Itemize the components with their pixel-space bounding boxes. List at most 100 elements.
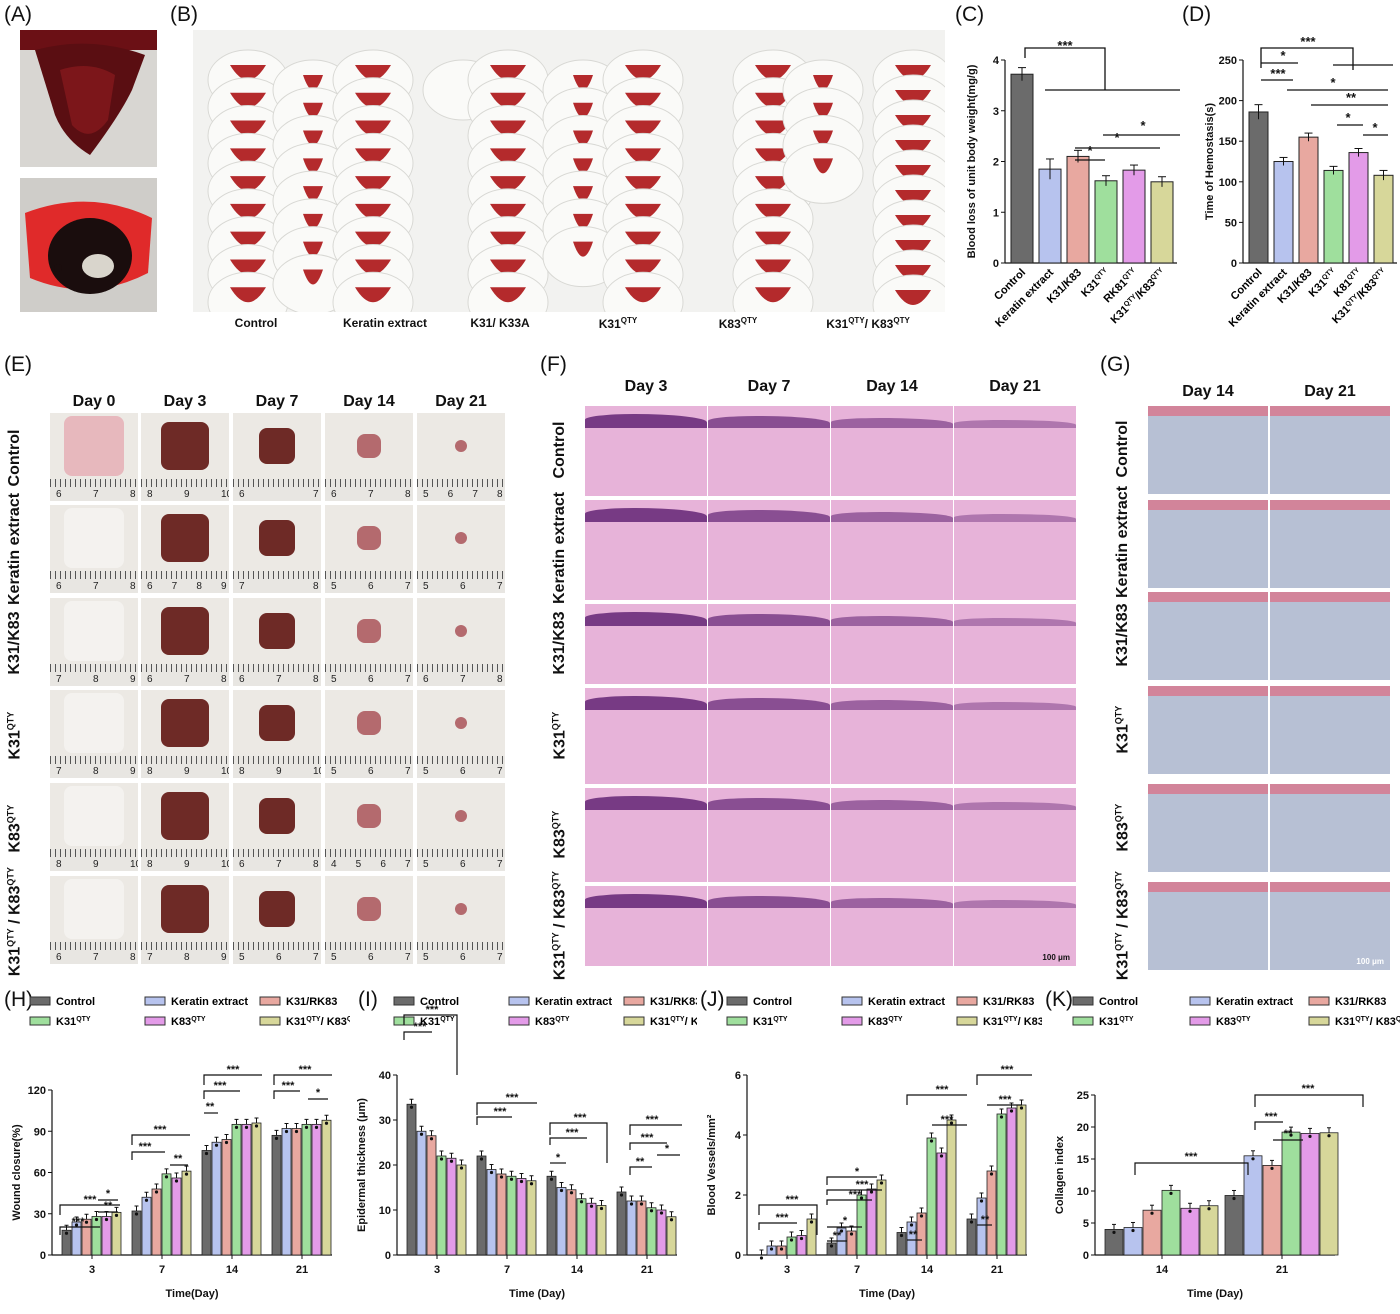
filter-paper-illustration (207, 49, 945, 312)
ruler-number: 8 (405, 489, 411, 500)
significance-bracket (131, 1151, 165, 1160)
ruler: 6 7 8 (233, 664, 321, 686)
bar (231, 1123, 242, 1256)
legend-swatch (1072, 1016, 1094, 1026)
ruler-number: 7 (472, 489, 478, 500)
significance-marker: * (1280, 48, 1286, 63)
epidermis-layer (831, 800, 953, 810)
ruler: 7 8 9 (50, 756, 138, 778)
day-header: Day 7 (255, 393, 299, 410)
significance-marker: ** (909, 1229, 918, 1241)
he-micrograph (954, 604, 1076, 684)
ruler: 8 9 10 (50, 849, 138, 871)
data-point (144, 1198, 149, 1202)
ruler: 7 8 9 (141, 942, 229, 964)
data-point (669, 1218, 674, 1222)
epidermis-layer (954, 618, 1076, 626)
significance-marker: *** (1300, 34, 1316, 49)
he-micrograph (954, 688, 1076, 784)
bar (1010, 73, 1034, 264)
bar (1094, 180, 1118, 264)
significance-marker: * (665, 1143, 670, 1155)
legend-swatch (841, 996, 863, 1006)
epidermis-layer (1270, 784, 1390, 794)
wound-area (161, 792, 209, 840)
data-point (1019, 1106, 1024, 1110)
ruler-number: 5 (239, 952, 245, 963)
ruler-number: 6 (239, 489, 245, 500)
masson-micrograph (1148, 784, 1268, 872)
he-micrograph (831, 406, 953, 496)
y-tick-label: 20 (379, 1160, 391, 1172)
significance-bracket (629, 1124, 682, 1135)
bar (1248, 111, 1269, 264)
data-point (84, 1220, 89, 1224)
wound-area (161, 885, 209, 933)
ruler-number: 10 (221, 489, 229, 500)
x-tick-label: 7 (159, 1264, 165, 1276)
ruler-number: 7 (184, 674, 190, 685)
significance-bracket (629, 1142, 667, 1150)
data-point (489, 1170, 494, 1175)
wound-photo: 7 8 9 (141, 876, 229, 964)
wound-photo: 6 7 8 (233, 783, 321, 871)
bar (856, 1194, 867, 1256)
ruler-number: 6 (368, 581, 374, 592)
wound-photo: 6 7 8 (417, 598, 505, 686)
wound-area (161, 607, 209, 655)
data-point (529, 1182, 534, 1186)
wound-area (259, 520, 295, 556)
x-tick-label: 21 (991, 1264, 1003, 1276)
significance-marker: * (843, 1215, 848, 1227)
epidermis-layer (831, 616, 953, 626)
he-micrograph (954, 406, 1076, 496)
significance-marker: * (855, 1166, 860, 1178)
he-micrograph (585, 886, 707, 966)
legend-swatch (144, 996, 166, 1006)
bar (211, 1141, 222, 1256)
epidermis-layer (708, 510, 830, 522)
significance-marker: ** (104, 1200, 113, 1212)
ruler-number: 7 (93, 489, 99, 500)
ruler-number: 9 (221, 581, 227, 592)
legend-label: K83QTY​ (1216, 1016, 1251, 1028)
blood-stain (490, 203, 526, 219)
data-point (789, 1238, 794, 1242)
blood-stain (230, 120, 266, 136)
ruler-number: 8 (221, 674, 227, 685)
wound-photo: 6 7 8 (50, 505, 138, 593)
data-point (649, 1209, 654, 1213)
data-point (74, 1223, 79, 1227)
bar (1161, 1189, 1181, 1256)
wound-photo: 8 9 10 (233, 690, 321, 778)
masson-micrograph (1148, 686, 1268, 774)
epidermis-layer (831, 700, 953, 710)
day-header: Day 14 (1182, 383, 1234, 400)
day-header: Day 3 (163, 393, 207, 410)
bar (311, 1123, 322, 1256)
epidermis-layer (831, 512, 953, 522)
bar (806, 1218, 817, 1256)
he-micrograph (831, 500, 953, 600)
significance-bracket (131, 1134, 190, 1145)
y-tick-label: 120 (28, 1085, 46, 1097)
blood-stain (303, 186, 323, 202)
significance-marker: *** (84, 1194, 98, 1206)
blood-stain (755, 259, 791, 275)
blood-stain (573, 75, 593, 90)
wound-area (455, 532, 467, 544)
legend-label: K31/RK83 (286, 996, 337, 1008)
ruler-number: 5 (331, 766, 337, 777)
blood-stain (625, 176, 661, 192)
data-point (919, 1214, 924, 1218)
wound-area (161, 422, 209, 470)
legend-swatch (393, 996, 415, 1006)
data-point (949, 1121, 954, 1125)
significance-marker: ** (636, 1156, 645, 1168)
epidermis-layer (1148, 882, 1268, 892)
blood-stain (490, 92, 526, 108)
blood-stain (230, 148, 266, 164)
blood-stain (573, 241, 593, 257)
significance-marker: *** (139, 1141, 153, 1153)
